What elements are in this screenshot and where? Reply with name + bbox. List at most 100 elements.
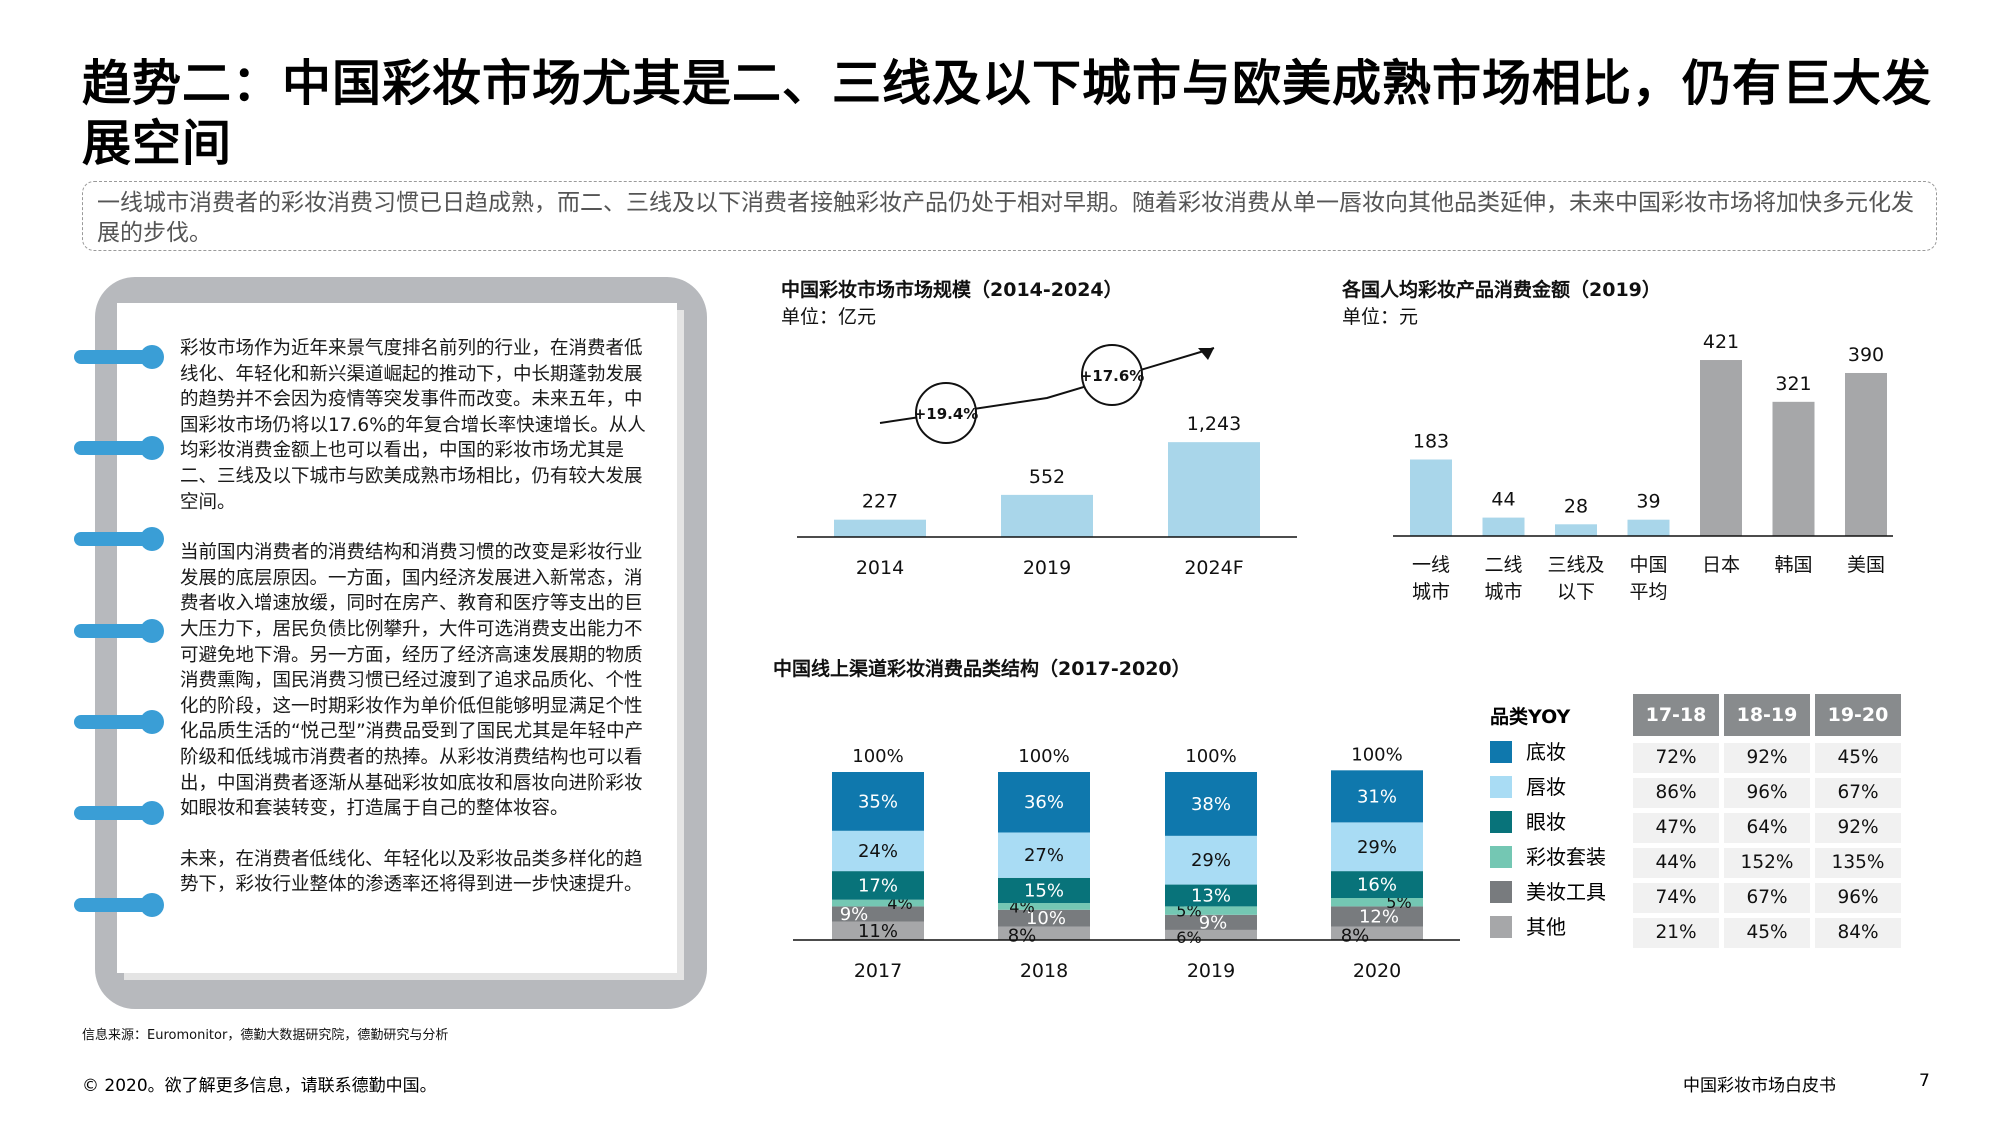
per-capita-x-label: 一线 <box>1412 554 1450 576</box>
market-size-chart: 227 2014 552 2019 1,243 2024F +19.4% +17.6% <box>797 344 1297 579</box>
stacked-segment-label: 29% <box>1357 837 1397 858</box>
per-capita-bar <box>1700 360 1742 536</box>
per-capita-x-label: 中国 <box>1629 554 1667 576</box>
market-size-bar <box>1168 442 1260 537</box>
stacked-segment-label: 31% <box>1357 786 1397 807</box>
market-size-x-label: 2024F <box>1184 557 1243 579</box>
binder-ring <box>74 619 164 643</box>
legend-swatch <box>1490 776 1512 798</box>
per-capita-bar <box>1772 401 1815 536</box>
legend-label: 底妆 <box>1526 740 1566 764</box>
legend-swatch <box>1490 811 1512 833</box>
stacked-x-label: 2020 <box>1353 960 1401 982</box>
yoy-cell: 92% <box>1724 743 1810 773</box>
per-capita-chart-unit: 单位：元 <box>1342 306 1419 328</box>
yoy-cell: 45% <box>1724 918 1810 948</box>
legend-item: 底妆 <box>1490 738 1670 766</box>
cagr-label: +19.4% <box>914 405 979 423</box>
per-capita-value-label: 390 <box>1848 344 1884 366</box>
per-capita-value-label: 39 <box>1636 491 1660 513</box>
stacked-segment-label: 36% <box>1024 792 1064 813</box>
legend-label: 唇妆 <box>1526 775 1566 799</box>
yoy-cell: 72% <box>1633 743 1719 773</box>
stacked-segment <box>1165 914 1257 930</box>
stacked-segment <box>998 877 1090 904</box>
yoy-cell: 21% <box>1633 918 1719 948</box>
body-paragraph: 未来，在消费者低线化、年轻化以及彩妆品类多样化的趋势下，彩妆行业整体的渗透率还将… <box>180 848 643 896</box>
market-size-value-label: 552 <box>1029 466 1065 488</box>
stacked-segment-label: 13% <box>1191 885 1231 906</box>
binder-ring <box>74 345 164 369</box>
yoy-cell: 67% <box>1815 778 1901 808</box>
stacked-segment-label: 10% <box>1026 908 1066 929</box>
stacked-segment-label: 24% <box>858 841 898 862</box>
binder-ring <box>74 801 164 825</box>
copyright-text: © 2020。欲了解更多信息，请联系德勤中国。 <box>82 1076 437 1096</box>
market-size-bar <box>834 519 926 537</box>
stacked-segment <box>1165 884 1257 907</box>
per-capita-bar <box>1845 372 1887 536</box>
per-capita-x-label: 城市 <box>1484 581 1522 603</box>
stacked-segment <box>832 871 924 900</box>
stacked-segment-label: 9% <box>840 904 869 925</box>
stacked-segment-label: 9% <box>1199 912 1228 933</box>
stacked-total-label: 100% <box>1185 746 1236 767</box>
stacked-segment-label: 12% <box>1359 906 1399 927</box>
per-capita-x-label: 平均 <box>1629 581 1667 603</box>
per-capita-value-label: 44 <box>1491 489 1515 511</box>
stacked-segment <box>1165 772 1257 836</box>
per-capita-bar <box>1410 459 1452 536</box>
binder-ring <box>74 527 164 551</box>
legend-item: 美妆工具 <box>1490 878 1670 906</box>
yoy-cell: 84% <box>1815 918 1901 948</box>
page-title: 趋势二：中国彩妆市场尤其是二、三线及以下城市与欧美成熟市场相比，仍有巨大发展空间 <box>82 55 1933 172</box>
legend-item: 彩妆套装 <box>1490 843 1670 871</box>
stacked-segment <box>832 830 924 872</box>
stacked-segment <box>1331 871 1423 898</box>
stacked-x-label: 2018 <box>1020 960 1068 982</box>
yoy-cell: 96% <box>1815 883 1901 913</box>
stacked-segment <box>832 899 924 907</box>
stacked-segment <box>832 906 924 922</box>
legend-swatch <box>1490 846 1512 868</box>
source-note: 信息来源：Euromonitor，德勤大数据研究院，德勤研究与分析 <box>82 1028 449 1043</box>
stacked-segment <box>998 926 1090 940</box>
category-structure-chart: 11%9%4%17%24%35%100%20178%10%4%15%27%36%… <box>793 744 1460 982</box>
stacked-segment-label: 17% <box>858 875 898 896</box>
market-size-x-label: 2014 <box>856 557 904 579</box>
body-paragraph: 当前国内消费者的消费结构和消费习惯的改变是彩妆行业发展的底层原因。一方面，国内经… <box>180 542 644 820</box>
yoy-cell: 47% <box>1633 813 1719 843</box>
per-capita-x-label: 二线 <box>1484 554 1522 576</box>
notebook-paper <box>117 303 677 973</box>
legend-label: 其他 <box>1526 915 1566 939</box>
stacked-segment <box>832 921 924 940</box>
stacked-segment <box>998 832 1090 878</box>
cagr-label: +17.6% <box>1080 367 1145 385</box>
market-size-chart-title: 中国彩妆市场市场规模（2014-2024） <box>781 279 1123 301</box>
stacked-segment-label: 15% <box>1024 880 1064 901</box>
stacked-segment <box>832 772 924 831</box>
stacked-x-label: 2019 <box>1187 960 1235 982</box>
legend-item: 眼妆 <box>1490 808 1670 836</box>
stacked-segment-label: 27% <box>1024 845 1064 866</box>
per-capita-bar <box>1555 524 1597 536</box>
cagr-circle <box>915 382 977 444</box>
stacked-segment-label: 35% <box>858 791 898 812</box>
yoy-cell: 44% <box>1633 848 1719 878</box>
yoy-cell: 96% <box>1724 778 1810 808</box>
legend-label: 美妆工具 <box>1526 880 1606 904</box>
yoy-column-header: 19-20 <box>1815 694 1901 736</box>
yoy-cell: 45% <box>1815 743 1901 773</box>
per-capita-x-label: 三线及 <box>1547 554 1604 576</box>
yoy-cell: 74% <box>1633 883 1719 913</box>
stacked-segment-label: 11% <box>858 921 898 942</box>
per-capita-value-label: 321 <box>1775 373 1811 395</box>
market-size-x-label: 2019 <box>1023 557 1071 579</box>
body-text: 彩妆市场作为近年来景气度排名前列的行业，在消费者低线化、年轻化和新兴渠道崛起的推… <box>180 336 655 923</box>
stacked-segment <box>1331 926 1423 940</box>
per-capita-value-label: 421 <box>1703 331 1739 353</box>
per-capita-x-label: 韩国 <box>1774 554 1812 576</box>
per-capita-x-label: 美国 <box>1847 554 1885 576</box>
per-capita-bar <box>1627 519 1670 536</box>
stacked-segment-label: 6% <box>1176 928 1201 947</box>
